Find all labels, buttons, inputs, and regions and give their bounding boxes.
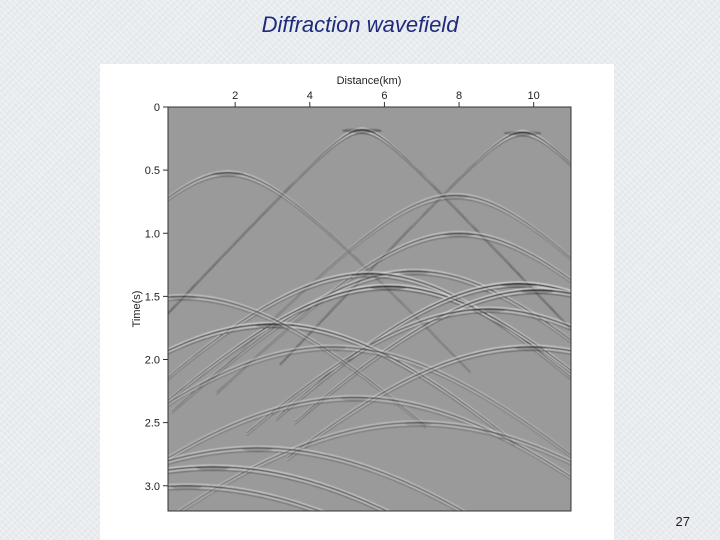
diffraction-hyperbola <box>171 268 571 414</box>
x-tick-label-8: 8 <box>456 90 462 102</box>
diffraction-hyperbola <box>294 287 571 425</box>
y-tick-label-1: 1.0 <box>145 228 160 240</box>
y-tick-label-0: 0 <box>154 102 160 114</box>
x-axis-label: Distance(km) <box>337 75 402 87</box>
diffraction-hyperbola <box>168 344 571 459</box>
figure-panel: 2 4 6 8 10 0 0.5 1.0 1.5 2.0 2.5 3.0 Distance(km) … <box>100 64 614 540</box>
diffraction-chart: 2 4 6 8 10 00.51.01.52.02.53.0 Distance(km) … <box>131 75 572 512</box>
x-tick-label-6: 6 <box>381 90 387 102</box>
diffraction-hyperbola <box>168 483 326 511</box>
slide-title: Diffraction wavefield <box>261 12 459 37</box>
y-tick-label-3: 3.0 <box>145 481 160 493</box>
x-tick-label-2: 2 <box>232 90 238 102</box>
plot-frame <box>167 106 572 512</box>
y-tick-label-2: 2.0 <box>145 355 160 367</box>
diffraction-hyperbola <box>168 127 571 331</box>
diffraction-hyperbola <box>245 306 571 436</box>
diffraction-hyperbola <box>168 445 467 511</box>
y-tick-label-0.5: 0.5 <box>145 165 160 177</box>
diffraction-hyperbola <box>212 193 571 380</box>
diffraction-hyperbola <box>215 230 571 395</box>
page-number: 27 <box>675 514 690 529</box>
y-tick-label-1.5: 1.5 <box>145 291 160 303</box>
x-axis: 2 4 6 8 10 <box>232 90 540 107</box>
diffraction-hyperbola <box>168 464 391 511</box>
y-axis-label: Time(s) <box>131 291 143 328</box>
wavefield-layer <box>168 127 571 511</box>
x-tick-label-10: 10 <box>528 90 540 102</box>
y-tick-label-2.5: 2.5 <box>145 418 160 430</box>
diffraction-hyperbola <box>168 395 571 480</box>
y-axis: 0 0.5 1.0 1.5 2.0 2.5 3.0 <box>145 102 168 493</box>
diffraction-hyperbola <box>168 284 571 404</box>
x-tick-label-4: 4 <box>307 90 313 102</box>
diffraction-hyperbola <box>168 294 427 429</box>
